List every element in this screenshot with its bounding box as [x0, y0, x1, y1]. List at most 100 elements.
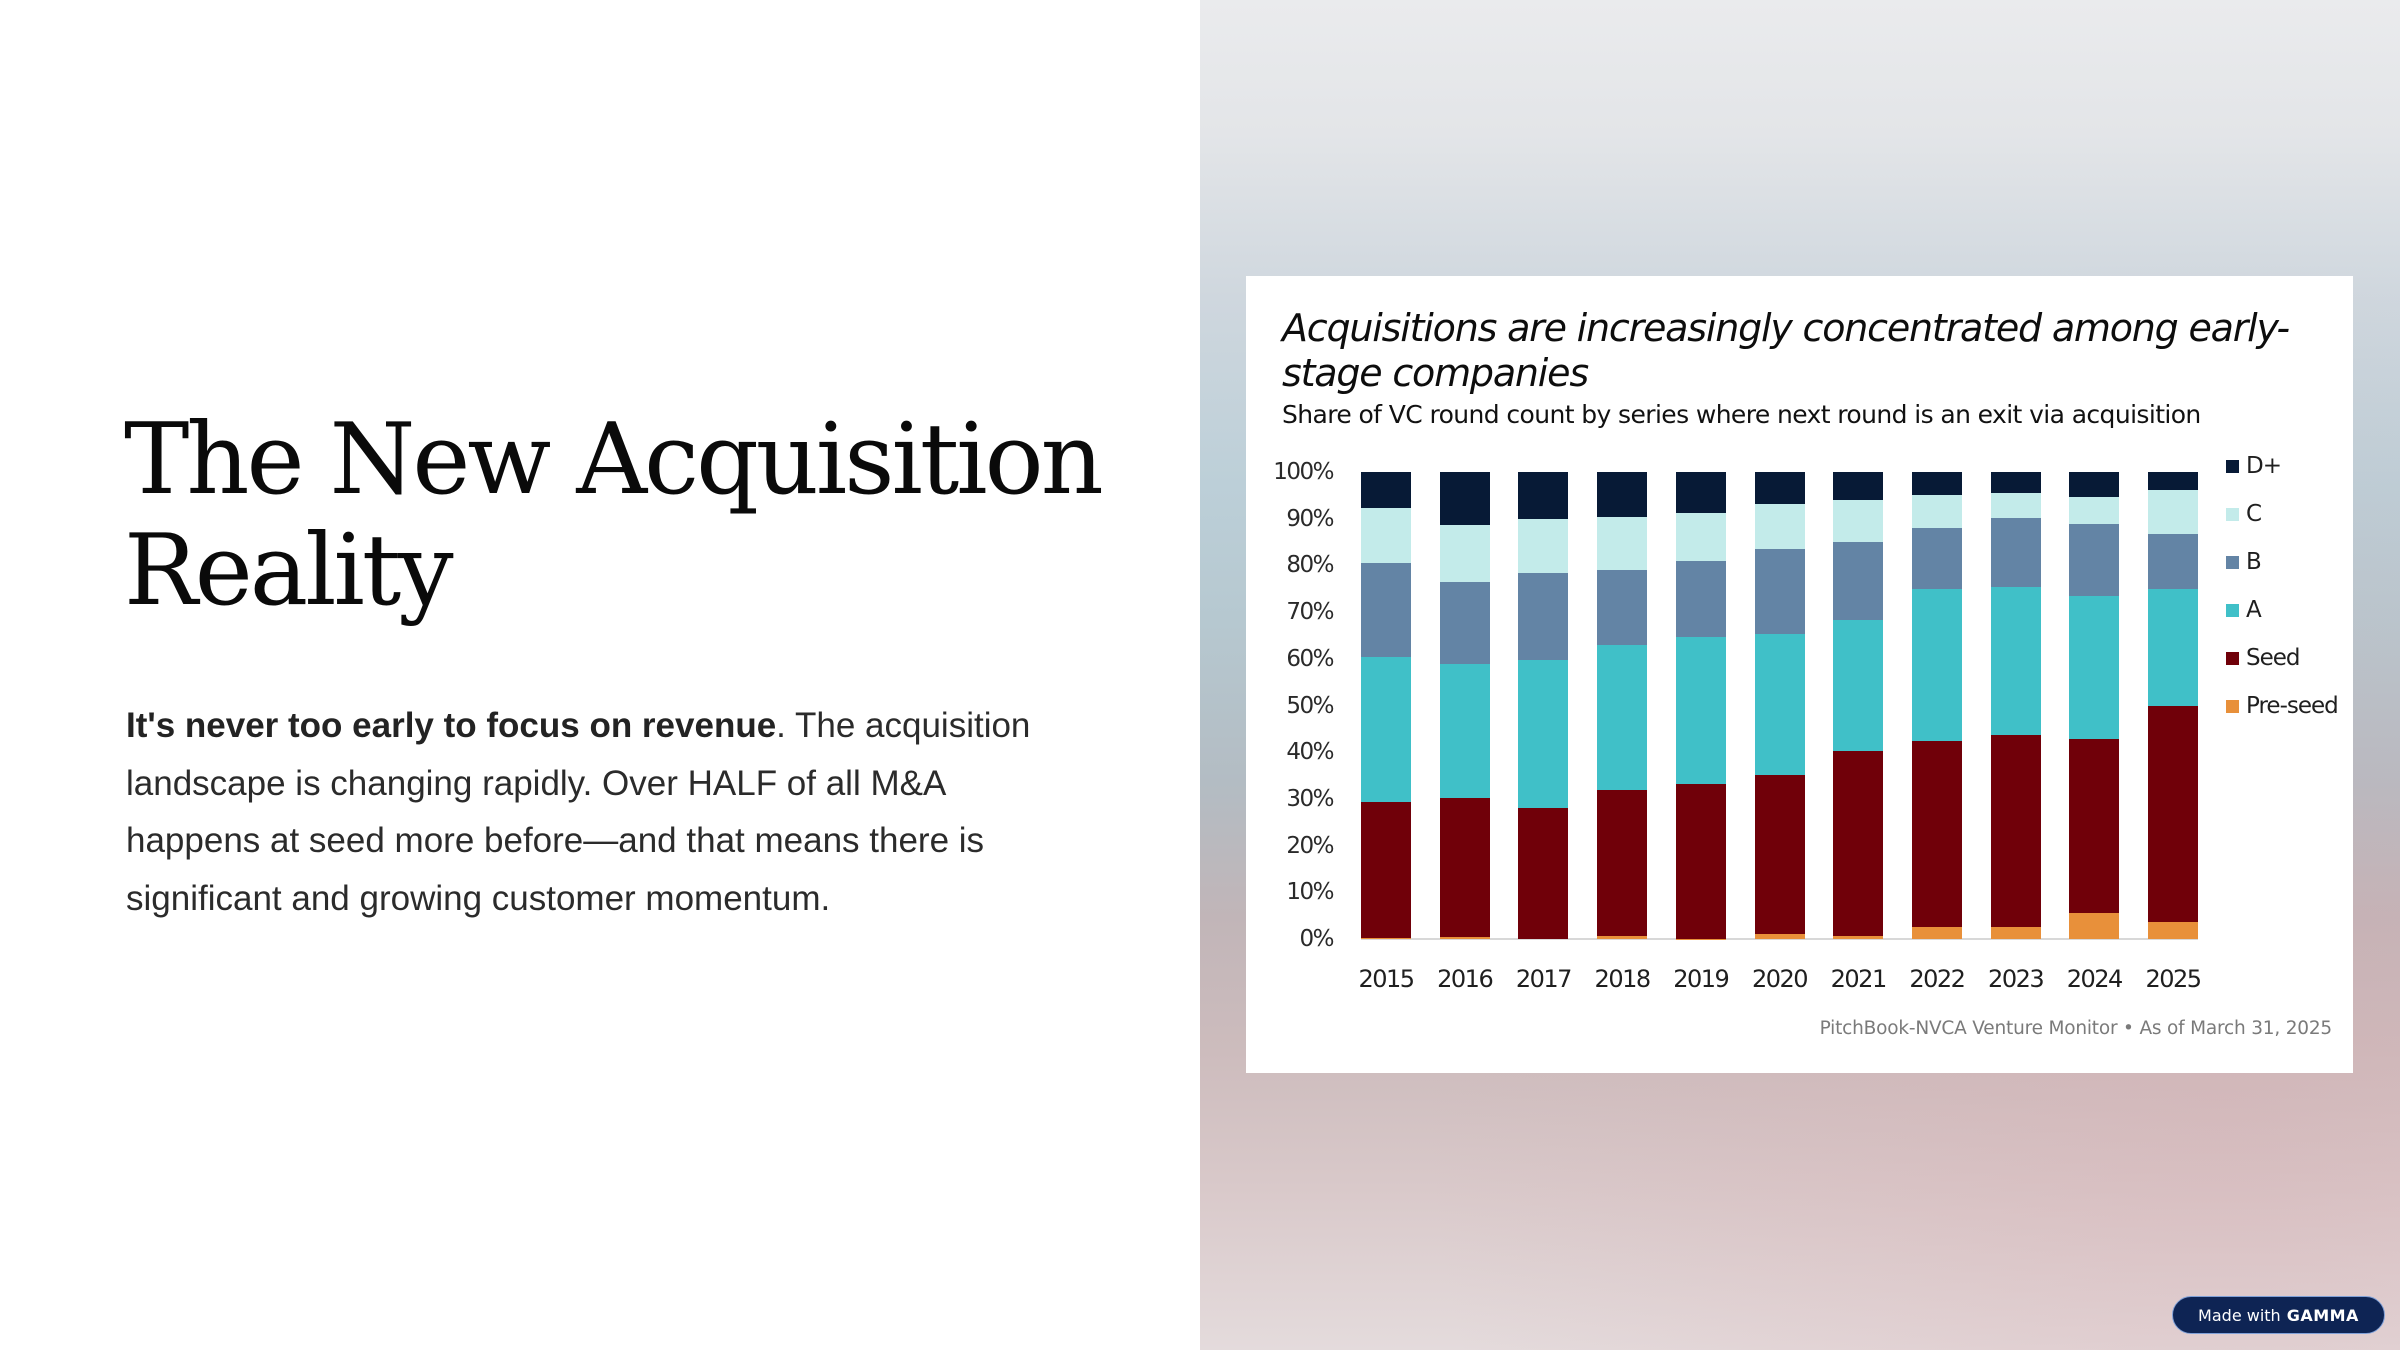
x-axis-tick-label: 2023	[1988, 965, 2045, 993]
x-axis-tick-label: 2022	[1909, 965, 1966, 993]
x-axis-line	[1361, 938, 2198, 940]
body-lead-bold: It's never too early to focus on revenue	[126, 706, 777, 745]
x-axis-tick-label: 2025	[2145, 965, 2202, 993]
y-axis-tick-label: 20%	[1286, 832, 1334, 859]
legend-label: C	[2246, 501, 2262, 527]
bar-2024	[2069, 472, 2120, 939]
legend-label: Pre-seed	[2246, 693, 2339, 719]
y-axis-tick-label: 60%	[1286, 645, 1334, 672]
bar-segment-seed	[1675, 783, 1726, 939]
bar-segment-seed	[1361, 801, 1411, 939]
bar-2025	[2148, 472, 2198, 939]
bar-2016	[1439, 472, 1490, 939]
bar-segment-c	[1911, 495, 1962, 529]
bar-segment-b	[1754, 549, 1805, 634]
bar-2018	[1597, 472, 1648, 939]
y-axis-tick-label: 80%	[1286, 552, 1334, 579]
bar-segment-b	[1675, 560, 1726, 637]
bar-segment-a	[1518, 660, 1569, 808]
slide-title-line-1: The New Acquisition	[124, 403, 1104, 517]
bar-segment-seed	[1754, 775, 1805, 934]
chart-title: Acquisitions are increasingly concentrat…	[1282, 306, 2290, 395]
x-axis-tick-label: 2015	[1358, 965, 1415, 993]
gamma-logo: GAMMA	[2286, 1305, 2359, 1325]
bar-segment-seed	[2148, 706, 2198, 923]
bar-segment-pre-seed	[1833, 935, 1884, 939]
bar-segment-b	[2148, 534, 2198, 589]
bar-2019	[1675, 472, 1726, 939]
text-panel: The New Acquisition Reality It's never t…	[124, 404, 1124, 927]
y-axis-tick-label: 30%	[1286, 785, 1334, 812]
bar-segment-seed	[1518, 807, 1569, 939]
legend-swatch-icon	[2226, 507, 2239, 521]
bar-segment-d-	[1439, 472, 1490, 526]
bar-segment-seed	[1439, 797, 1490, 938]
bar-segment-seed	[1833, 751, 1884, 936]
bar-segment-d-	[1911, 472, 1962, 496]
bar-segment-b	[1833, 541, 1884, 621]
bar-segment-seed	[1597, 790, 1648, 936]
bar-segment-b	[1990, 517, 2041, 588]
chart-source: PitchBook-NVCA Venture Monitor • As of M…	[1819, 1018, 2333, 1039]
bar-segment-d-	[1990, 472, 2041, 493]
bar-segment-seed	[2069, 739, 2120, 913]
bar-segment-c	[2069, 496, 2120, 524]
bar-2021	[1833, 472, 1884, 939]
bar-segment-d-	[1833, 472, 1884, 500]
x-axis-tick-label: 2018	[1594, 965, 1652, 993]
bar-segment-d-	[1675, 472, 1726, 514]
x-axis-tick-label: 2016	[1437, 965, 1494, 993]
bar-segment-a	[2069, 596, 2120, 740]
bar-segment-pre-seed	[1754, 933, 1805, 939]
y-axis-tick-label: 40%	[1286, 739, 1334, 766]
x-axis-tick-label: 2017	[1515, 965, 1573, 993]
slide-title: The New Acquisition Reality	[124, 405, 1124, 627]
bar-segment-b	[1911, 528, 1962, 589]
bar-segment-b	[1361, 562, 1411, 657]
bar-segment-pre-seed	[1597, 935, 1648, 939]
bar-segment-pre-seed	[1990, 926, 2041, 939]
legend-swatch-icon	[2226, 459, 2239, 473]
bar-segment-d-	[1597, 472, 1648, 518]
y-axis-tick-label: 90%	[1286, 505, 1334, 532]
made-with-gamma-badge[interactable]: Made with GAMMA	[2172, 1296, 2385, 1334]
bar-segment-seed	[1990, 734, 2041, 927]
bar-segment-pre-seed	[2069, 912, 2120, 939]
legend-item-c: C	[2226, 499, 2262, 529]
bar-segment-c	[1833, 499, 1884, 542]
y-axis-tick-label: 50%	[1286, 692, 1334, 719]
bar-segment-a	[1990, 587, 2041, 735]
legend-item-pre-seed: Pre-seed	[2226, 691, 2339, 721]
legend-label: Seed	[2246, 645, 2300, 671]
bar-segment-a	[1833, 620, 1884, 752]
legend-label: D+	[2246, 453, 2282, 479]
y-axis-tick-label: 70%	[1286, 599, 1334, 626]
bar-segment-c	[1597, 517, 1648, 570]
bar-2017	[1518, 472, 1569, 939]
badge-made-with-text: Made with	[2198, 1305, 2281, 1325]
legend-item-b: B	[2226, 547, 2262, 577]
y-axis-tick-label: 100%	[1273, 459, 1334, 485]
bar-segment-c	[1518, 519, 1569, 573]
bar-segment-c	[1439, 525, 1490, 582]
bar-segment-b	[2069, 523, 2120, 597]
slide-body-paragraph: It's never too early to focus on revenue…	[126, 697, 1086, 927]
x-axis-tick-label: 2021	[1830, 965, 1888, 993]
bar-segment-c	[2148, 489, 2198, 535]
bar-segment-pre-seed	[1911, 926, 1962, 939]
y-axis-tick-label: 10%	[1286, 879, 1334, 906]
bar-segment-c	[1675, 513, 1726, 561]
bar-segment-a	[1439, 664, 1490, 798]
bar-segment-a	[1597, 645, 1648, 791]
bar-segment-pre-seed	[2148, 922, 2198, 939]
bar-segment-seed	[1911, 741, 1962, 927]
bar-2023	[1990, 472, 2041, 939]
bar-segment-pre-seed	[1361, 938, 1411, 939]
chart-image: Acquisitions are increasingly concentrat…	[1246, 276, 2353, 1073]
bar-segment-d-	[1754, 472, 1805, 505]
bar-segment-d-	[1518, 472, 1569, 520]
bar-segment-a	[1361, 656, 1411, 802]
legend-swatch-icon	[2226, 699, 2239, 713]
legend-item-a: A	[2226, 595, 2262, 625]
x-axis-tick-label: 2024	[2066, 965, 2124, 993]
